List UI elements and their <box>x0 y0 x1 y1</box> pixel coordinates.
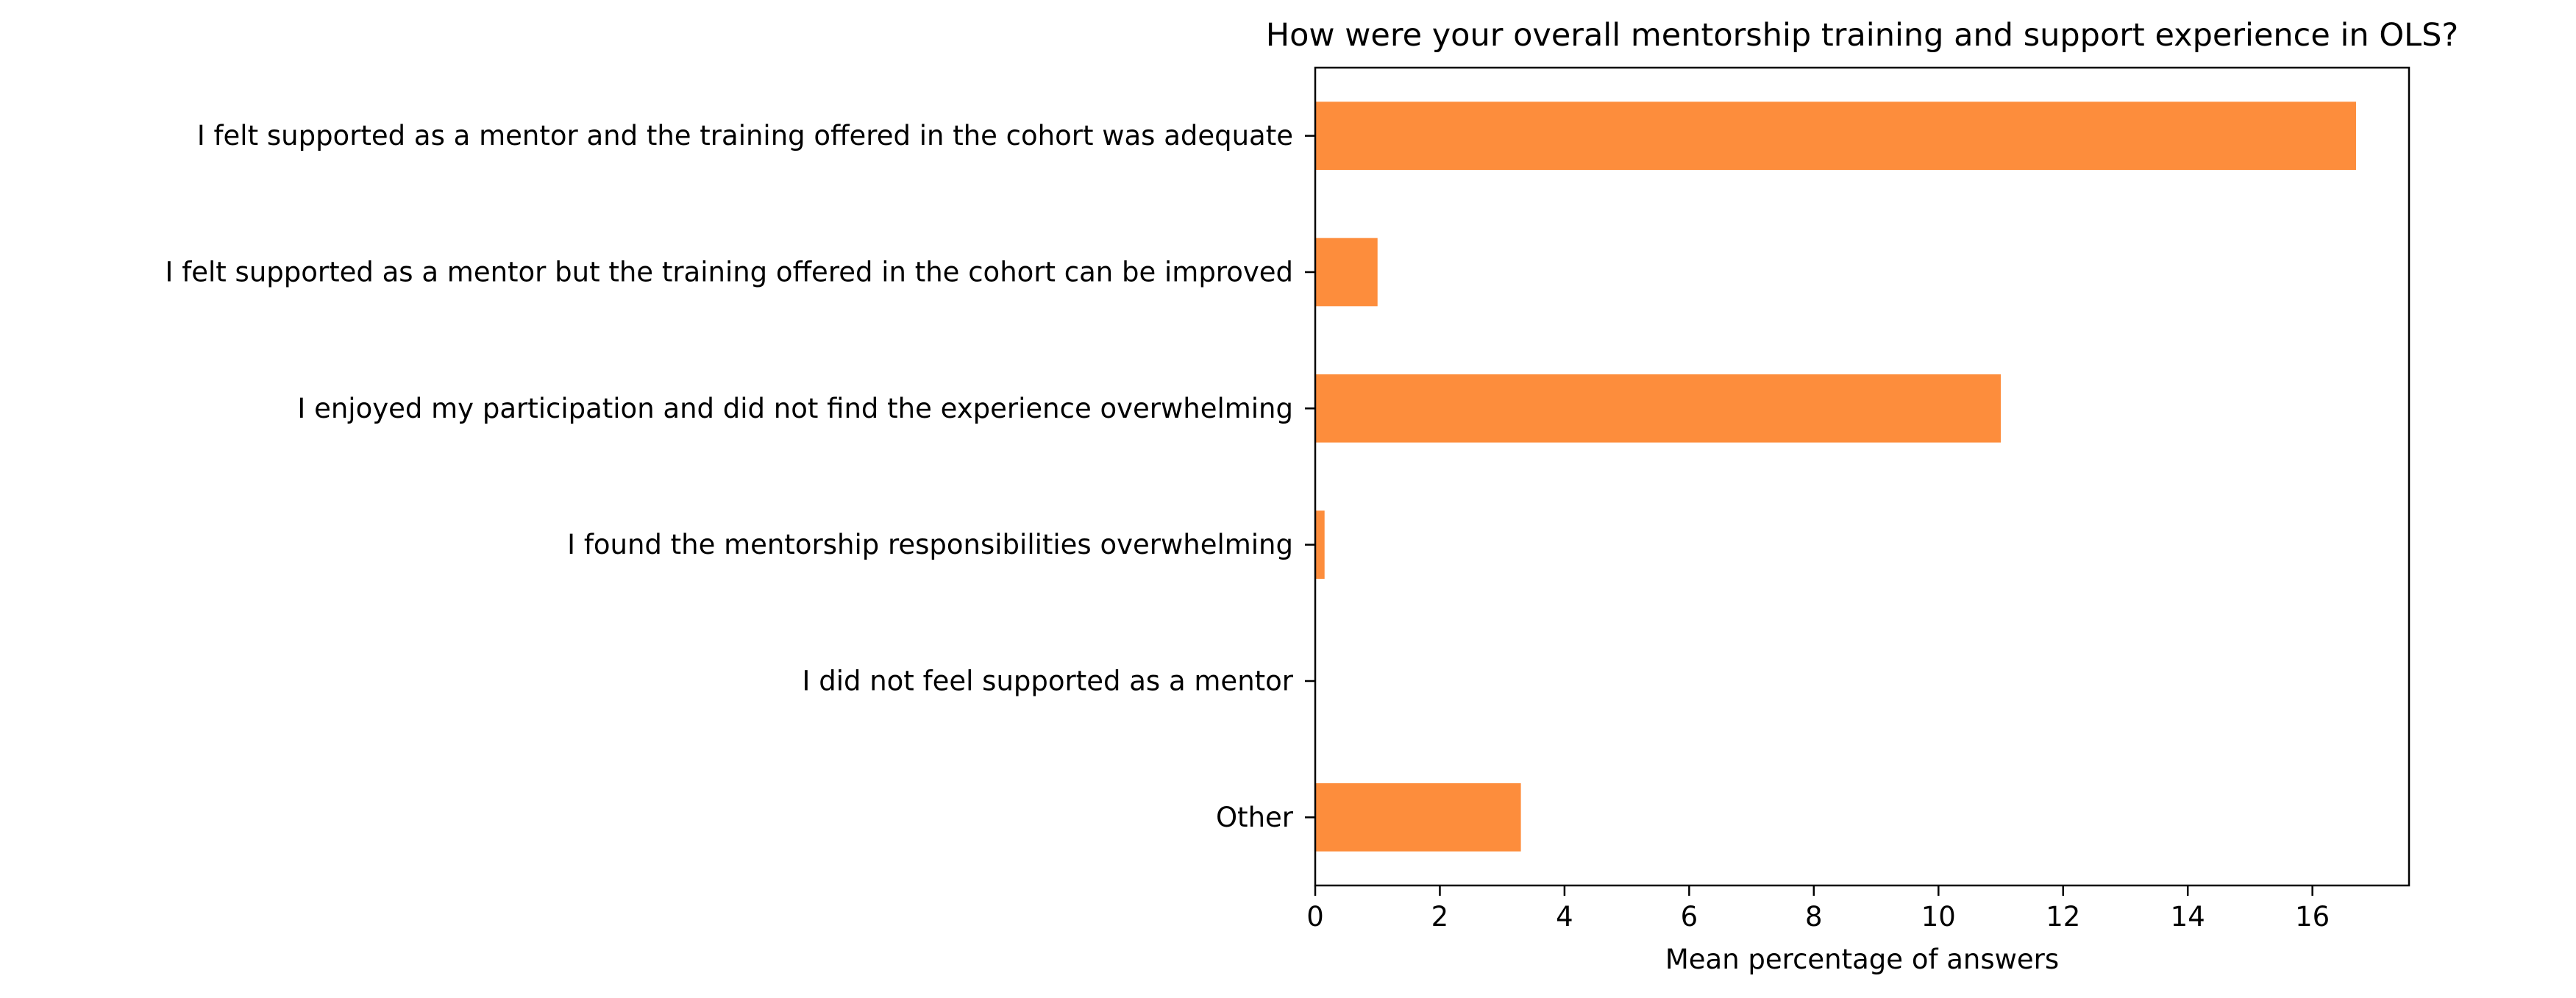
bar <box>1315 374 2002 443</box>
bar <box>1315 783 1521 852</box>
category-label: I enjoyed my participation and did not f… <box>297 393 1293 424</box>
x-tick-label: 0 <box>1306 901 1324 933</box>
category-label: Other <box>1216 802 1294 833</box>
x-ticks-group: 0 2 4 6 8 10 12 14 16 <box>1306 885 2330 933</box>
x-tick-label: 14 <box>2171 901 2205 933</box>
category-labels-group: I felt supported as a mentor and the tra… <box>166 120 1315 833</box>
chart-title: How were your overall mentorship trainin… <box>1266 17 2459 54</box>
category-label: I felt supported as a mentor and the tra… <box>197 120 1293 152</box>
x-tick-label: 12 <box>2046 901 2080 933</box>
x-tick-label: 4 <box>1556 901 1573 933</box>
category-label: I did not feel supported as a mentor <box>803 666 1294 697</box>
bar <box>1315 101 2356 170</box>
category-label: I found the mentorship responsibilities … <box>567 529 1293 560</box>
x-axis-label: Mean percentage of answers <box>1665 944 2059 975</box>
x-tick-label: 2 <box>1431 901 1449 933</box>
x-tick-label: 6 <box>1681 901 1698 933</box>
bar <box>1315 510 1325 579</box>
x-tick-label: 16 <box>2295 901 2330 933</box>
x-tick-label: 10 <box>1921 901 1956 933</box>
category-label: I felt supported as a mentor but the tra… <box>166 257 1293 288</box>
bars-group <box>1315 101 2356 852</box>
x-tick-label: 8 <box>1805 901 1823 933</box>
bar <box>1315 238 1378 307</box>
plot-frame <box>1314 66 2410 887</box>
